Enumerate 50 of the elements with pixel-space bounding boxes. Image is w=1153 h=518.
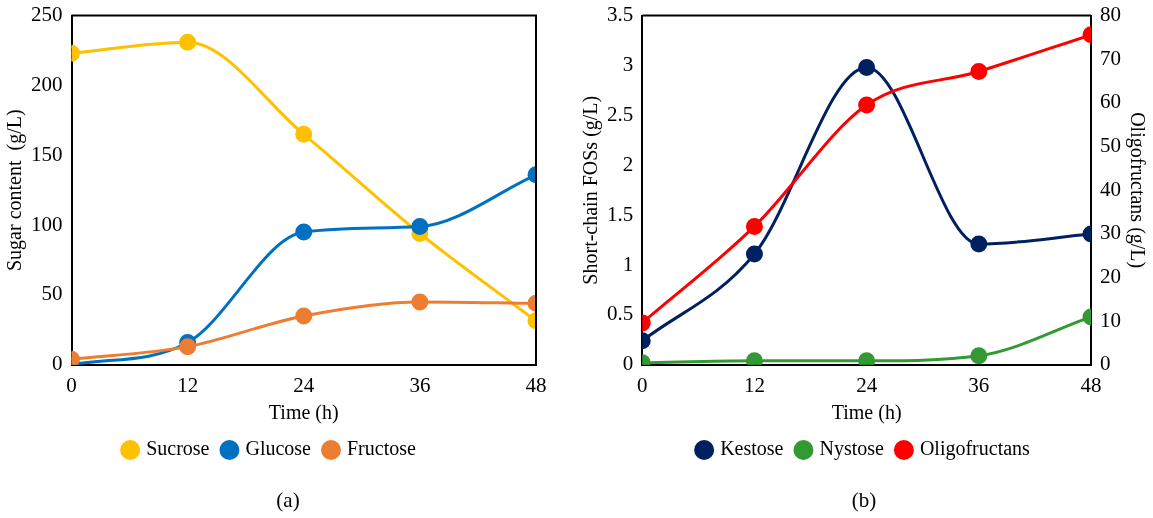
legend-label: Kestose: [720, 437, 784, 460]
legend-label: Glucose: [245, 437, 312, 460]
legend-label: Oligofructans: [919, 437, 1031, 461]
y-tick-label: 0: [52, 351, 63, 376]
y2-tick-label: 50: [1100, 133, 1121, 158]
point: [179, 33, 197, 51]
y2-tick-label: 80: [1100, 2, 1121, 27]
y2-tick-label: 0: [1100, 351, 1111, 376]
point: [858, 96, 876, 114]
y-tick-label: 100: [31, 211, 63, 236]
y-tick-label: 1: [622, 251, 634, 276]
y-tick-label: 1.5: [607, 201, 634, 226]
x-tick-label: 36: [968, 372, 990, 397]
x-tick-label: 12: [743, 372, 765, 397]
x-tick-label: 24: [856, 372, 878, 397]
y-tick-label: 0.5: [607, 301, 634, 326]
x-tick-label: 12: [177, 372, 199, 397]
y-axis-title: Sugar content (g/L): [3, 109, 27, 272]
legend-label: Sucrose: [146, 437, 210, 460]
y-tick-label: 3.5: [607, 2, 634, 27]
y2-axis-title: Oligofructans (g/L): [1125, 112, 1149, 269]
y-tick-label: 150: [31, 141, 63, 166]
y-tick-label: 200: [31, 71, 63, 96]
x-tick-label: 24: [293, 372, 315, 397]
y-tick-label: 2: [622, 151, 634, 176]
point: [295, 307, 313, 325]
y2-tick-label: 70: [1100, 45, 1121, 70]
y2-tick-label: 60: [1100, 89, 1121, 114]
x-tick-label: 36: [409, 372, 431, 397]
x-tick-label: 48: [1080, 372, 1102, 397]
y-tick-label: 0: [622, 351, 634, 376]
point: [179, 338, 197, 356]
text: (b): [850, 488, 878, 513]
y-tick-label: 3: [622, 52, 634, 76]
y2-tick-label: 20: [1100, 264, 1121, 289]
y-tick-label: 50: [41, 281, 63, 306]
y2-tick-label: 40: [1100, 176, 1121, 201]
legend-label: Fructose: [346, 437, 416, 460]
x-axis-title: Time (h): [268, 401, 339, 425]
point: [295, 125, 313, 143]
point: [295, 223, 313, 241]
y-tick-label: 2.5: [607, 101, 634, 126]
y2-tick-label: 10: [1100, 307, 1121, 332]
y2-tick-label: 30: [1100, 220, 1121, 245]
text: (a): [275, 488, 301, 513]
legend-label: Nystose: [819, 437, 885, 461]
x-axis-title: Time (h): [831, 401, 902, 425]
y-tick-label: 250: [31, 2, 63, 27]
y-axis-title: Short-chain FOSs (g/L): [579, 95, 603, 285]
x-tick-label: 48: [525, 372, 547, 397]
